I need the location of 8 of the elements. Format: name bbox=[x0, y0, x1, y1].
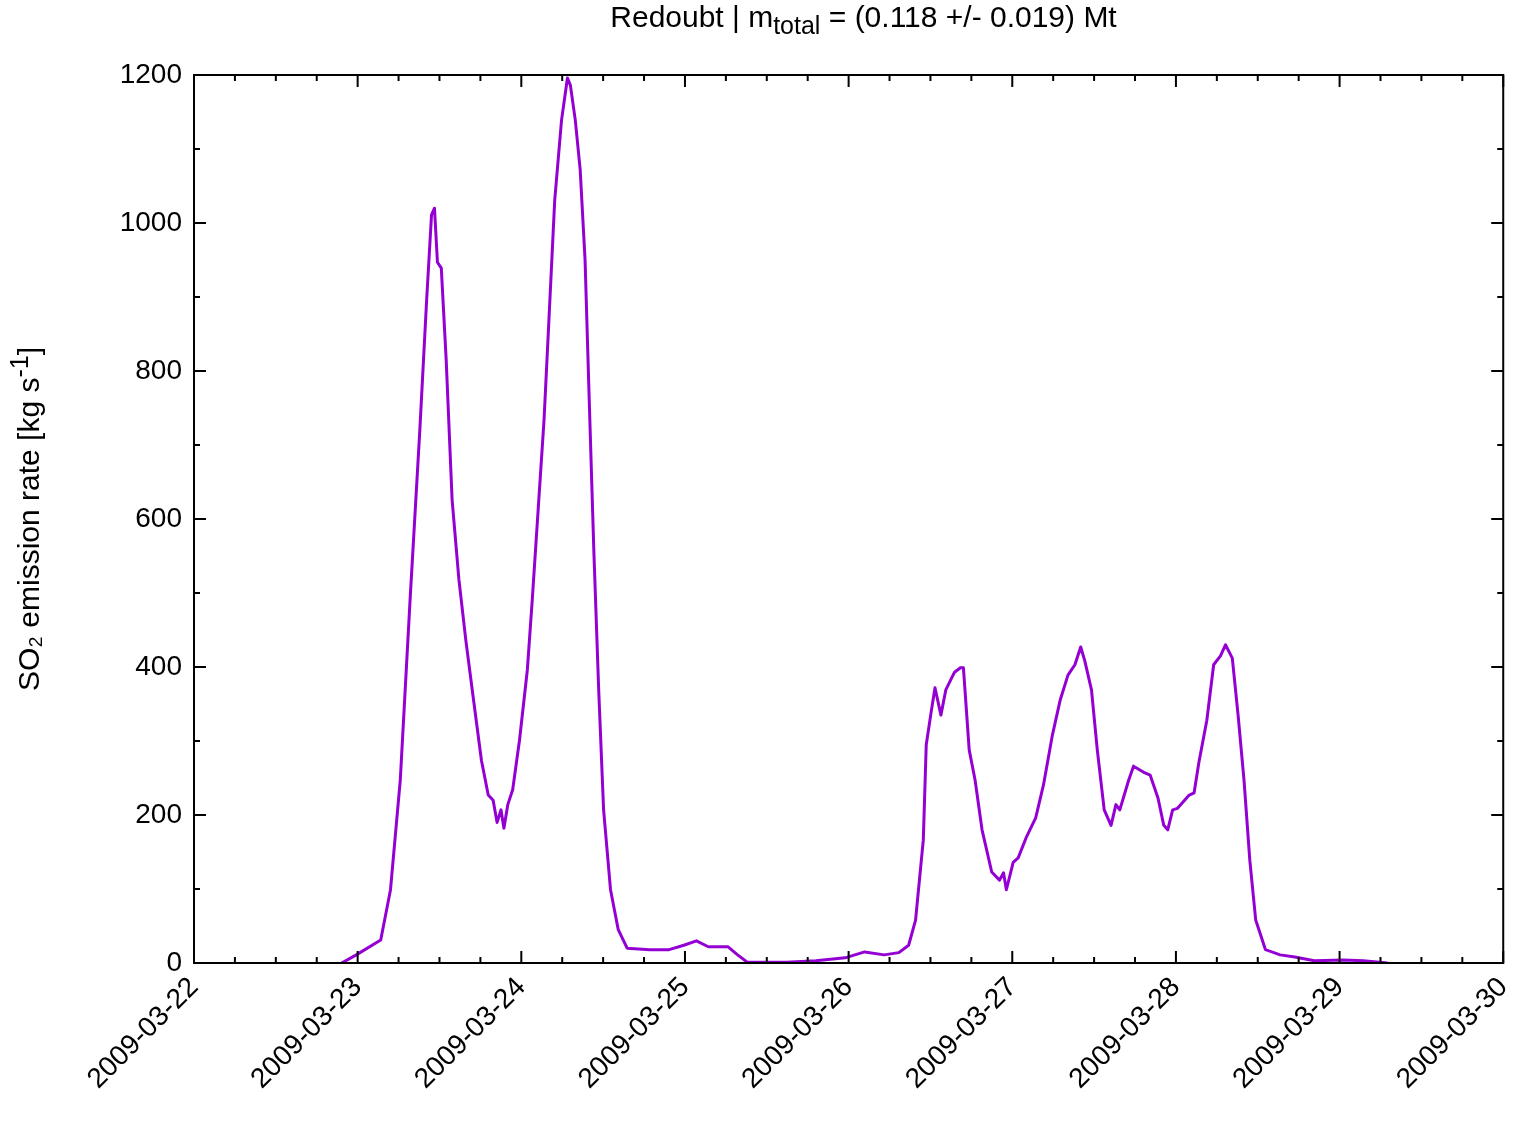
y-tick-label: 1000 bbox=[119, 205, 182, 237]
chart-title: Redoubt | m$_{total}$ = (0.118 +/- 0.019) Mt bbox=[609, 0, 1118, 41]
y-tick-label: 400 bbox=[135, 649, 182, 681]
y-tick-label: 200 bbox=[135, 797, 182, 829]
y-tick-label: 800 bbox=[135, 353, 182, 385]
y-tick-label: 0 bbox=[166, 945, 182, 977]
y-tick-label: 600 bbox=[135, 501, 182, 533]
y-tick-label: 1200 bbox=[119, 57, 182, 89]
